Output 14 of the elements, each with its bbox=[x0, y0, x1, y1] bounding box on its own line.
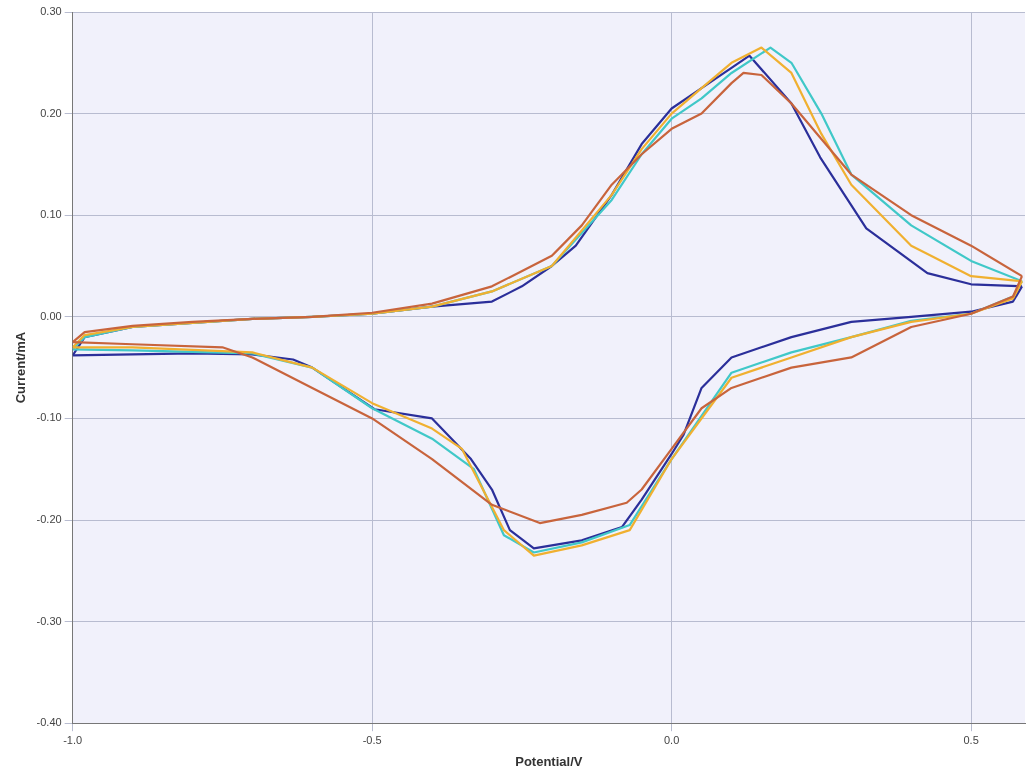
y-tick-label: -0.20 bbox=[36, 513, 62, 526]
y-tick-label: 0.00 bbox=[40, 309, 62, 322]
x-tick-label: 0.5 bbox=[963, 733, 979, 746]
y-tick-label: -0.40 bbox=[36, 716, 62, 729]
x-axis-title: Potential/V bbox=[515, 753, 583, 769]
y-tick-label: 0.20 bbox=[40, 106, 62, 119]
x-tick-label: -1.0 bbox=[63, 733, 83, 746]
y-tick-label: 0.30 bbox=[40, 5, 62, 18]
x-tick-label: 0.0 bbox=[663, 733, 680, 746]
y-tick-label: -0.10 bbox=[36, 411, 62, 424]
x-tick-label: -0.5 bbox=[362, 733, 382, 746]
y-tick-label: 0.10 bbox=[40, 208, 62, 221]
y-axis-title: Current/mA bbox=[13, 331, 29, 404]
y-tick-label: -0.30 bbox=[36, 614, 62, 627]
